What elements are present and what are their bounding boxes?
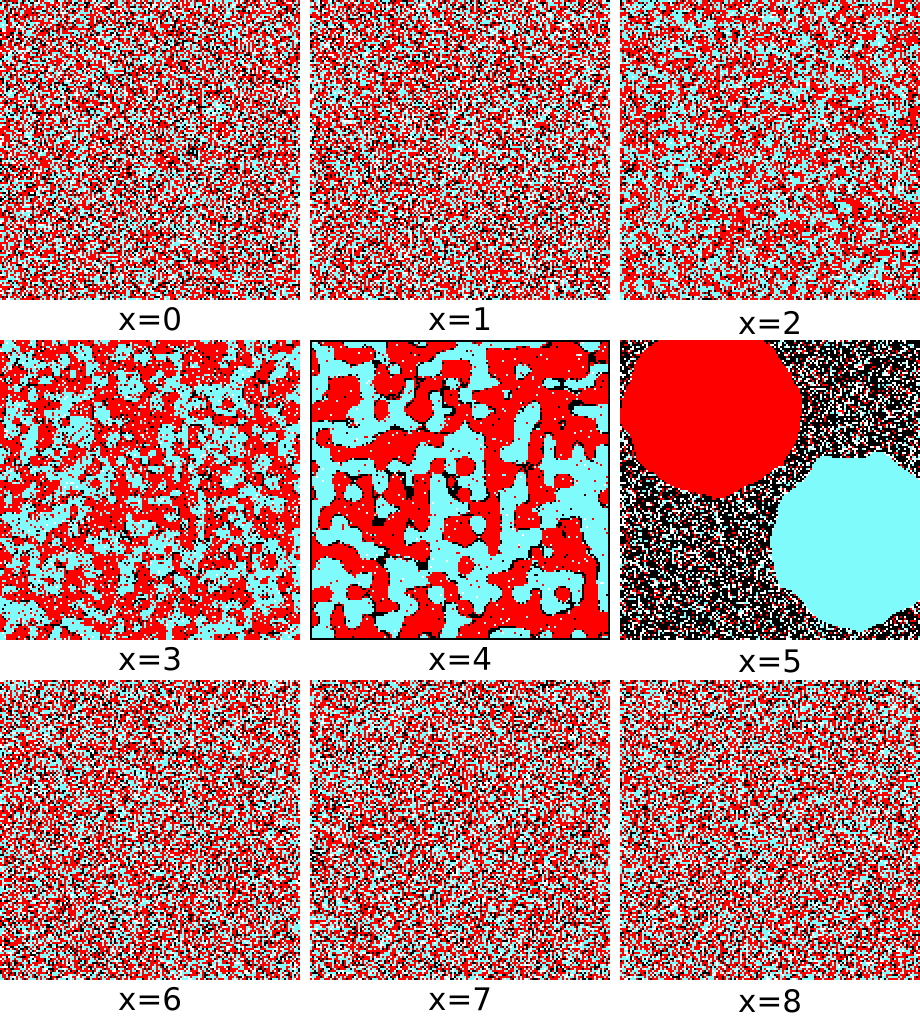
- panel-x2-image: [620, 0, 920, 300]
- panel-x8-caption: x=8: [737, 984, 803, 1020]
- panel-x4-image: [310, 340, 610, 640]
- panel-x5-caption: x=5: [737, 644, 803, 680]
- panel-x5-image: [620, 340, 920, 640]
- panel-x6-image: [0, 680, 300, 980]
- panel-x4-caption: x=4: [427, 642, 493, 678]
- panel-x2-caption: x=2: [737, 306, 803, 342]
- panel-x3-image: [0, 340, 300, 640]
- panel-x7-image: [310, 680, 610, 980]
- panel-x0-image: [0, 0, 300, 300]
- panel-x6-caption: x=6: [117, 982, 183, 1018]
- panel-x7-caption: x=7: [427, 982, 493, 1018]
- panel-x1-caption: x=1: [427, 302, 493, 338]
- panel-x1-image: [310, 0, 610, 300]
- panel-x8-image: [620, 680, 920, 980]
- panel-x3-caption: x=3: [117, 642, 183, 678]
- panel-x0-caption: x=0: [117, 302, 183, 338]
